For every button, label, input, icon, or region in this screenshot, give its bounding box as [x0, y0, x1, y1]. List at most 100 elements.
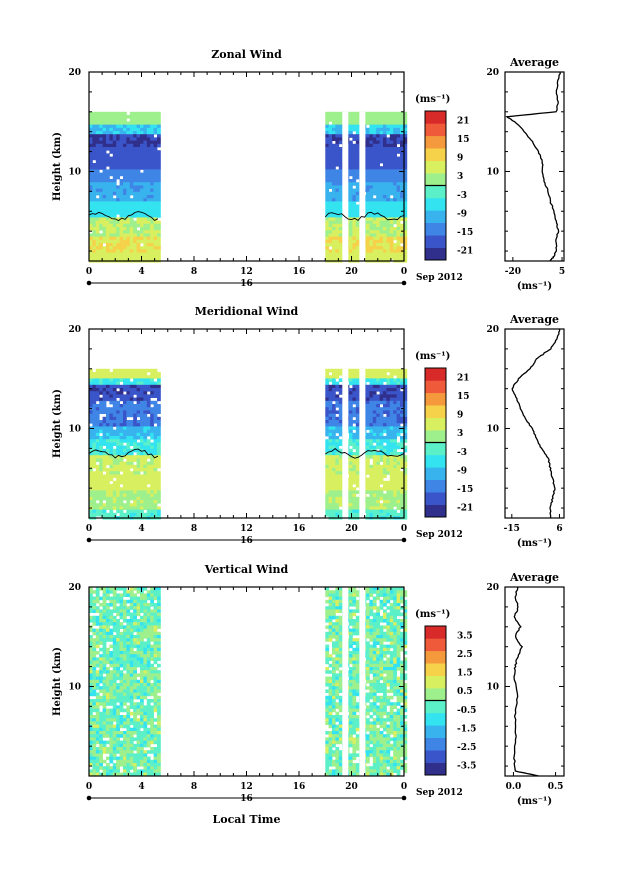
heatmap-cell [143, 484, 148, 488]
heatmap-cell [338, 249, 343, 253]
heatmap-cell [146, 404, 151, 408]
heatmap-cell [119, 493, 124, 498]
heatmap-cell [123, 220, 127, 225]
heatmap-cell [386, 378, 391, 382]
heatmap-cell [379, 388, 384, 392]
heatmap-cell [376, 150, 380, 154]
heatmap-cell [355, 397, 360, 402]
heatmap-cell [157, 474, 161, 478]
heatmap-cell [106, 477, 110, 482]
heatmap-cell [143, 198, 148, 202]
heatmap-cell [153, 400, 158, 405]
heatmap-cell [332, 207, 336, 212]
heatmap-cell [136, 204, 141, 209]
heatmap-cell [349, 429, 353, 434]
heatmap-cell [99, 711, 103, 716]
heatmap-cell [133, 503, 137, 507]
heatmap-cell [116, 769, 120, 773]
heatmap-cell [112, 191, 117, 196]
heatmap-cell [126, 657, 131, 661]
heatmap-cell [116, 612, 120, 617]
heatmap-cell [146, 381, 151, 386]
heatmap-cell [119, 464, 124, 469]
heatmap-cell [389, 404, 394, 408]
heatmap-cell [157, 512, 161, 517]
heatmap-cell [112, 436, 117, 440]
heatmap-cell [109, 207, 114, 212]
heatmap-cell [140, 474, 144, 478]
heatmap-cell [372, 115, 377, 119]
heatmap-cell [376, 233, 380, 237]
colorbar-tick-label: -21 [457, 247, 473, 257]
heatmap-cell [332, 509, 336, 514]
heatmap-cell [355, 220, 360, 225]
heatmap-cell [325, 388, 330, 392]
heatmap-cell [89, 188, 93, 193]
heatmap-cell [328, 182, 333, 186]
heatmap-cell [352, 150, 357, 154]
heatmap-cell [369, 474, 374, 478]
heatmap-cell [95, 391, 100, 395]
heatmap-cell [99, 429, 103, 434]
heatmap-cell [335, 169, 340, 173]
heatmap-cell [146, 140, 151, 145]
heatmap-cell [389, 204, 394, 209]
heatmap-cell [89, 172, 93, 177]
heatmap-cell [393, 407, 397, 411]
heatmap-cell [102, 185, 107, 189]
heatmap-cell [157, 111, 161, 116]
heatmap-cell [126, 423, 131, 427]
heatmap-cell [379, 493, 384, 498]
heatmap-cell [102, 596, 107, 601]
heatmap-cell [150, 503, 154, 507]
heatmap-cell [109, 182, 114, 186]
heatmap-cell [372, 127, 377, 132]
heatmap-cell [366, 172, 370, 177]
heatmap-cell [157, 131, 161, 135]
heatmap-cell [332, 368, 336, 373]
heatmap-cell [389, 416, 394, 421]
heatmap-cell [153, 503, 158, 507]
heatmap-cell [349, 461, 353, 466]
heatmap-cell [400, 127, 404, 132]
heatmap-cell [95, 692, 100, 697]
heatmap-cell [366, 391, 370, 395]
heatmap-cell [352, 236, 357, 241]
heatmap-cell [123, 426, 127, 430]
heatmap-cell [325, 252, 330, 257]
heatmap-cell [116, 111, 120, 116]
heatmap-cell [92, 195, 97, 199]
heatmap-cell [349, 230, 353, 234]
heatmap-cell [352, 413, 357, 418]
heatmap-cell [126, 663, 131, 668]
heatmap-cell [332, 156, 336, 161]
heatmap-cell [140, 233, 144, 237]
heatmap-cell [366, 169, 370, 173]
heatmap-cell [119, 644, 124, 649]
heatmap-cell [157, 455, 161, 459]
heatmap-cell [102, 131, 107, 135]
heatmap-cell [379, 252, 384, 257]
heatmap-cell [99, 153, 103, 157]
heatmap-cell [383, 397, 387, 402]
heatmap-cell [99, 603, 103, 607]
heatmap-cell [328, 137, 333, 141]
heatmap-cell [369, 246, 374, 250]
heatmap-cell [102, 750, 107, 754]
heatmap-cell [119, 185, 124, 189]
heatmap-cell [99, 743, 103, 748]
heatmap-cell [332, 175, 336, 180]
heatmap-cell [143, 140, 148, 145]
heatmap-cell [109, 185, 114, 189]
heatmap-cell [116, 188, 120, 193]
heatmap-cell [123, 410, 127, 414]
heatmap-cell [328, 214, 333, 218]
heatmap-cell [143, 464, 148, 469]
heatmap-cell [129, 381, 134, 386]
heatmap-cell [403, 487, 408, 491]
heatmap-cell [325, 156, 330, 161]
heatmap-cell [92, 384, 97, 389]
heatmap-cell [123, 683, 127, 687]
heatmap-cell [116, 404, 120, 408]
heatmap-cell [95, 175, 100, 180]
